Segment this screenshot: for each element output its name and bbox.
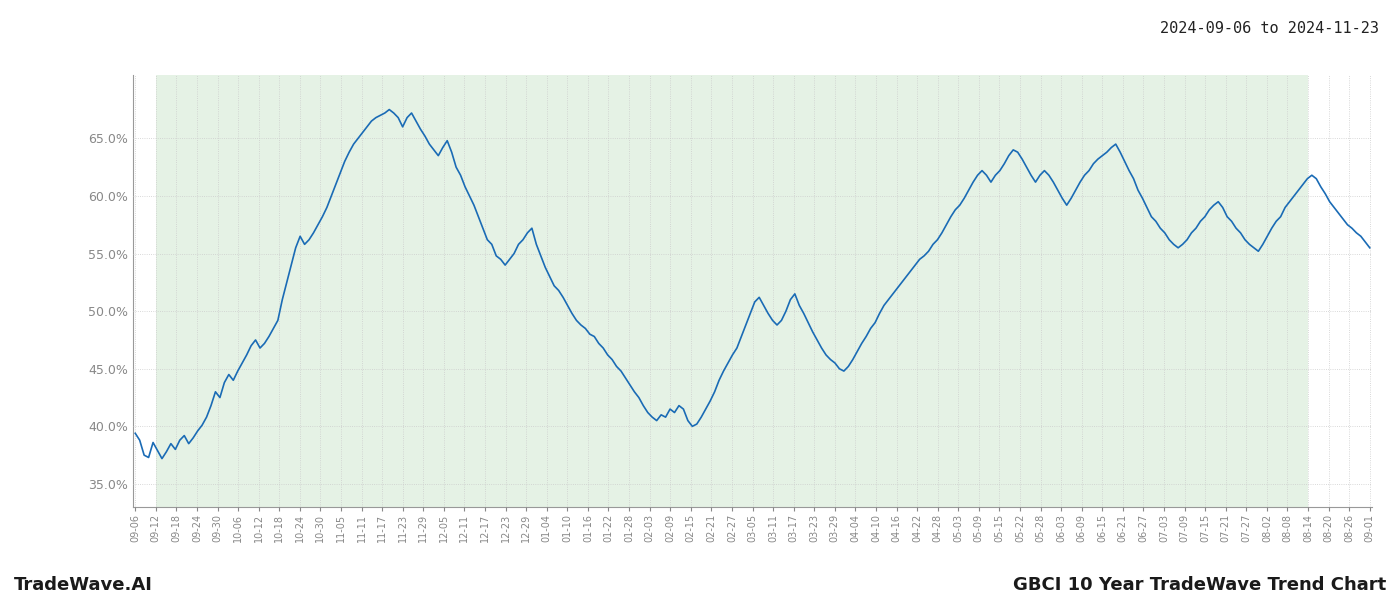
Text: TradeWave.AI: TradeWave.AI <box>14 576 153 594</box>
Text: 2024-09-06 to 2024-11-23: 2024-09-06 to 2024-11-23 <box>1161 21 1379 36</box>
Text: GBCI 10 Year TradeWave Trend Chart: GBCI 10 Year TradeWave Trend Chart <box>1012 576 1386 594</box>
